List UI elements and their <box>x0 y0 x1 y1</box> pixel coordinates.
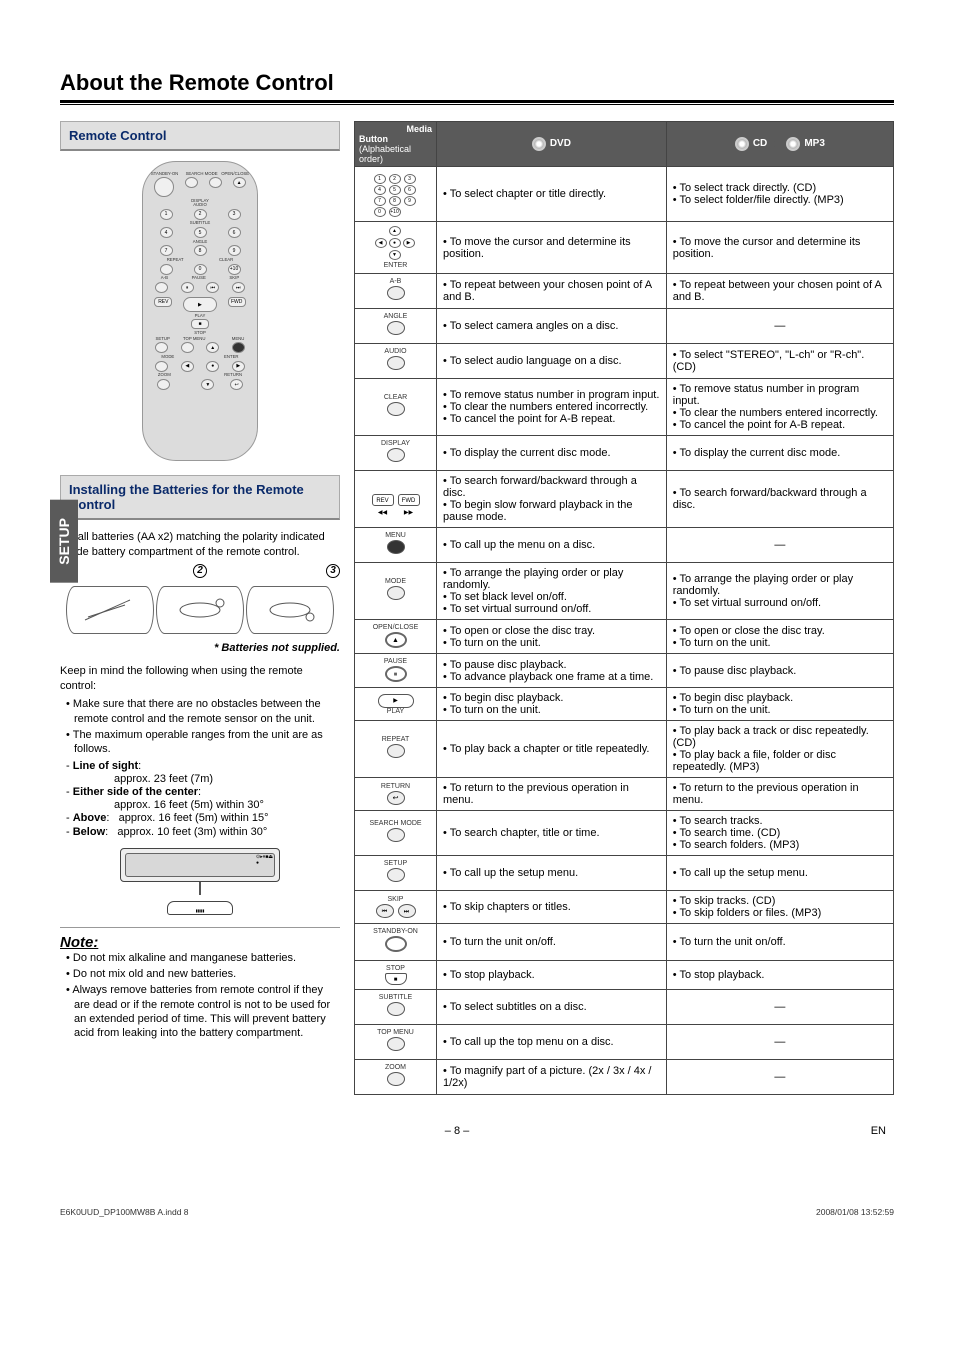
btn-cell-SKIP: SKIP⏮⏭ <box>355 891 437 924</box>
mp3-disc-icon <box>786 137 800 151</box>
cd-cell: • To select track directly. (CD)• To sel… <box>666 167 893 222</box>
cd-cell: • To return to the previous operation in… <box>666 778 893 811</box>
install-batteries-header: Installing the Batteries for the Remote … <box>60 475 340 520</box>
dvd-cell: • To turn the unit on/off. <box>437 924 667 961</box>
btn-cell-SEARCHMODE: SEARCH MODE <box>355 811 437 856</box>
cd-cell: — <box>666 528 893 563</box>
dvd-cell: • To repeat between your chosen point of… <box>437 274 667 309</box>
step-3-icon: 3 <box>326 564 340 578</box>
cd-cell: • To stop playback. <box>666 961 893 990</box>
dvd-cell: • To remove status number in program inp… <box>437 379 667 436</box>
setup-tab: SETUP <box>50 500 78 583</box>
dvd-cell: • To play back a chapter or title repeat… <box>437 721 667 778</box>
dvd-cell: • To select camera angles on a disc. <box>437 309 667 344</box>
dvd-cell: • To skip chapters or titles. <box>437 891 667 924</box>
page-number: – 8 – <box>68 1125 846 1137</box>
btn-cell-CLEAR: CLEAR <box>355 379 437 436</box>
note-header: Note: <box>60 934 340 951</box>
remote-illustration: STANDBY-ONSEARCH MODEOPEN/CLOSE ▲ DISPLA… <box>142 161 258 461</box>
page-footer: – 8 – EN <box>60 1125 894 1137</box>
dvd-cell: • To select subtitles on a disc. <box>437 990 667 1025</box>
btn-cell-REPEAT: REPEAT <box>355 721 437 778</box>
battery-illustration <box>60 586 340 634</box>
cd-cell: • To begin disc playback.• To turn on th… <box>666 688 893 721</box>
language-code: EN <box>846 1125 886 1137</box>
btn-cell-MODE: MODE <box>355 563 437 620</box>
btn-cell-RETURN: RETURN↩ <box>355 778 437 811</box>
cd-cell: • To play back a track or disc repeatedl… <box>666 721 893 778</box>
dvd-cell: • To open or close the disc tray.• To tu… <box>437 620 667 654</box>
cd-cell: • To select "STEREO", "L-ch" or "R-ch". … <box>666 344 893 379</box>
cd-disc-icon <box>735 137 749 151</box>
btn-cell-TOPMENU: TOP MENU <box>355 1025 437 1060</box>
cd-cell: • To remove status number in program inp… <box>666 379 893 436</box>
indd-footer: E6K0UUD_DP100MW8B A.indd 8 2008/01/08 13… <box>60 1207 894 1217</box>
cd-cell: • To turn the unit on/off. <box>666 924 893 961</box>
dvd-cell: • To search chapter, title or time. <box>437 811 667 856</box>
dvd-cell: • To move the cursor and determine its p… <box>437 222 667 274</box>
cd-cell: • To arrange the playing order or play r… <box>666 563 893 620</box>
cd-cell: • To search forward/backward through a d… <box>666 471 893 528</box>
dvd-cell: • To select audio language on a disc. <box>437 344 667 379</box>
btn-cell-OPENCLOSE: OPEN/CLOSE▲ <box>355 620 437 654</box>
btn-cell-MENU: MENU <box>355 528 437 563</box>
unit-illustration: ⊙▸⏸■⏏● ▮▮▮▮ <box>60 848 340 915</box>
btn-cell-PLAY: ▶PLAY <box>355 688 437 721</box>
cd-cell: • To move the cursor and determine its p… <box>666 222 893 274</box>
dvd-cell: • To display the current disc mode. <box>437 436 667 471</box>
btn-cell-ANGLE: ANGLE <box>355 309 437 344</box>
btn-cell-AUDIO: AUDIO <box>355 344 437 379</box>
cd-cell: • To repeat between your chosen point of… <box>666 274 893 309</box>
dvd-cell: • To select chapter or title directly. <box>437 167 667 222</box>
note-list: Do not mix alkaline and manganese batter… <box>60 951 340 1041</box>
btn-cell-DISPLAY: DISPLAY <box>355 436 437 471</box>
dvd-cell: • To return to the previous operation in… <box>437 778 667 811</box>
dvd-cell: • To pause disc playback.• To advance pl… <box>437 654 667 688</box>
dvd-cell: • To stop playback. <box>437 961 667 990</box>
btn-cell-A-B: A-B <box>355 274 437 309</box>
dvd-disc-icon <box>532 137 546 151</box>
th-dvd: DVD <box>437 122 667 167</box>
keep-in-mind-intro: Keep in mind the following when using th… <box>60 664 340 694</box>
btn-cell-SUBTITLE: SUBTITLE <box>355 990 437 1025</box>
install-intro: Install batteries (AA x2) matching the p… <box>60 530 340 560</box>
btn-cell-ENTER: ▲◀●▶▼ENTER <box>355 222 437 274</box>
btn-cell-numbers: 1234567890+10 <box>355 167 437 222</box>
dvd-cell: • To magnify part of a picture. (2x / 3x… <box>437 1060 667 1095</box>
th-button: Media Button(Alphabetical order) <box>355 122 437 167</box>
cd-cell: — <box>666 1060 893 1095</box>
cd-cell: — <box>666 309 893 344</box>
dvd-cell: • To call up the setup menu. <box>437 856 667 891</box>
cd-cell: • To pause disc playback. <box>666 654 893 688</box>
dvd-cell: • To search forward/backward through a d… <box>437 471 667 528</box>
th-cd-mp3: CD MP3 <box>666 122 893 167</box>
btn-cell-STANDBY: STANDBY-ON <box>355 924 437 961</box>
range-list: Line of sight: <box>60 759 340 773</box>
dvd-cell: • To begin disc playback.• To turn on th… <box>437 688 667 721</box>
cd-cell: • To skip tracks. (CD)• To skip folders … <box>666 891 893 924</box>
step-2-icon: 2 <box>193 564 207 578</box>
btn-cell-STOP: STOP■ <box>355 961 437 990</box>
btn-cell-PAUSE: PAUSE⏸ <box>355 654 437 688</box>
batteries-not-supplied: * Batteries not supplied. <box>60 642 340 654</box>
cd-cell: • To display the current disc mode. <box>666 436 893 471</box>
cd-cell: • To search tracks.• To search time. (CD… <box>666 811 893 856</box>
cd-cell: • To call up the setup menu. <box>666 856 893 891</box>
keep-in-mind-list: Make sure that there are no obstacles be… <box>60 697 340 756</box>
cd-cell: • To open or close the disc tray.• To tu… <box>666 620 893 654</box>
remote-control-header: Remote Control <box>60 121 340 151</box>
dvd-cell: • To arrange the playing order or play r… <box>437 563 667 620</box>
btn-cell-SETUP: SETUP <box>355 856 437 891</box>
dvd-cell: • To call up the menu on a disc. <box>437 528 667 563</box>
dvd-cell: • To call up the top menu on a disc. <box>437 1025 667 1060</box>
cd-cell: — <box>666 1025 893 1060</box>
cd-cell: — <box>666 990 893 1025</box>
btn-cell-REVFWD: REV◀◀FWD▶▶ <box>355 471 437 528</box>
title-rule <box>60 100 894 105</box>
page-title: About the Remote Control <box>60 70 894 96</box>
btn-cell-ZOOM: ZOOM <box>355 1060 437 1095</box>
function-table: Media Button(Alphabetical order) DVD CD … <box>354 121 894 1095</box>
